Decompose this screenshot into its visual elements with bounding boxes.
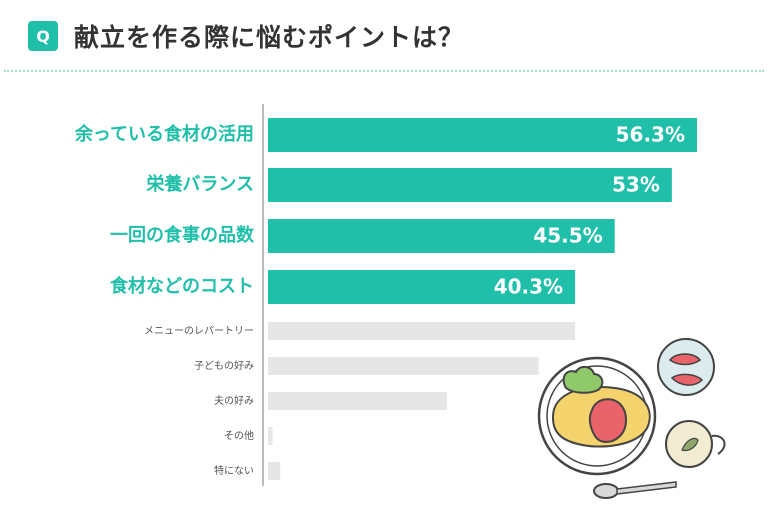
question-header: Q 献立を作る際に悩むポイントは？	[28, 18, 464, 54]
page-title: 献立を作る際に悩むポイントは？	[74, 23, 465, 52]
bar-5	[268, 357, 539, 375]
bar-group	[268, 118, 698, 480]
category-label-3: 食材などのコスト	[109, 275, 254, 297]
category-label-5: 子どもの好み	[194, 360, 254, 372]
value-label-0: 56.3%	[616, 123, 685, 147]
value-label-1: 53%	[612, 173, 660, 197]
bar-3	[268, 270, 576, 304]
food-plate-icon	[537, 338, 726, 499]
value-label-group: 56.3% 53% 45.5% 40.3%	[494, 123, 685, 299]
value-label-2: 45.5%	[533, 224, 602, 248]
bar-8	[268, 462, 281, 480]
category-label-2: 一回の食事の品数	[110, 224, 255, 246]
dotted-divider	[4, 70, 764, 72]
category-label-0: 余っている食材の活用	[74, 123, 254, 145]
bar-2	[268, 219, 615, 253]
bar-0	[268, 118, 698, 152]
category-label-6: 夫の好み	[214, 395, 254, 407]
bar-4	[268, 322, 576, 340]
value-label-3: 40.3%	[494, 275, 563, 299]
bar-6	[268, 392, 448, 410]
category-label-group: 余っている食材の活用栄養バランス一回の食事の品数食材などのコストメニューのレパー…	[74, 123, 255, 477]
category-label-7: その他	[224, 429, 254, 442]
q-badge: Q	[28, 21, 58, 51]
category-label-8: 特にない	[214, 465, 254, 477]
bar-1	[268, 168, 672, 202]
bar-7	[268, 427, 273, 445]
category-label-4: メニューのレパートリー	[144, 325, 254, 337]
category-label-1: 栄養バランス	[145, 173, 254, 195]
